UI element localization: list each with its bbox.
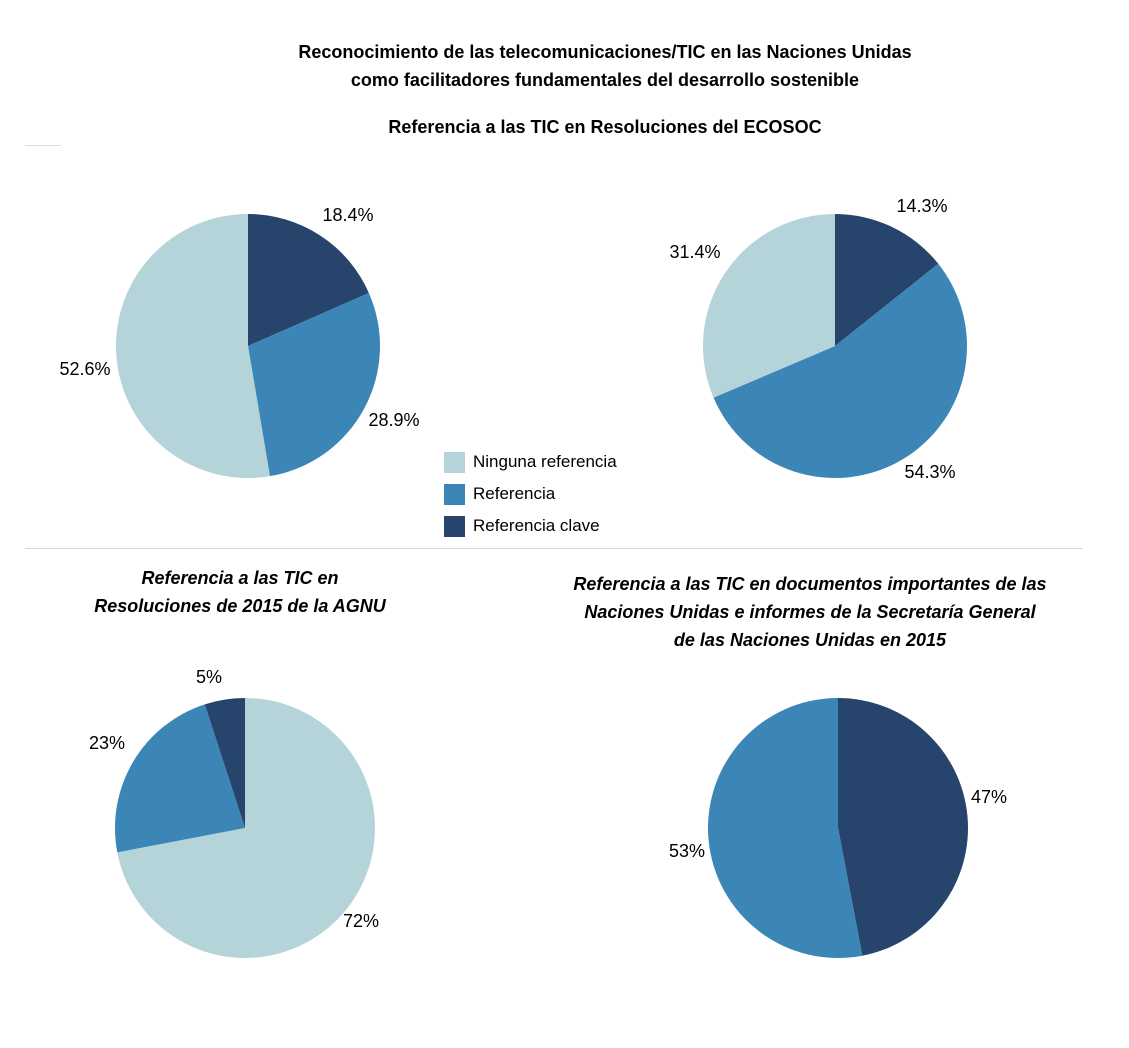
section-divider [25,548,1083,549]
pie-slice [703,214,835,398]
chart-subtitle: Referencia a las TIC en Resoluciones del… [388,117,822,137]
legend-swatch [444,515,465,537]
main-title: Reconocimiento de las telecomunicaciones… [0,38,1129,94]
slice-label: 47% [971,787,1007,807]
docs-title-line3: de las Naciones Unidas en 2015 [673,630,947,650]
pie-slice [713,263,968,479]
docs-title-line2: Naciones Unidas e informes de la Secreta… [584,602,1036,622]
legend-swatch [444,483,465,505]
pie-ecosoc-right: 14.3% 54.3% 31.4% [669,196,968,482]
slice-label: 14.3% [896,196,947,216]
slice-label: 53% [669,841,705,861]
slice-label: 28.9% [368,410,419,430]
slice-label: 18.4% [322,205,373,225]
legend-item: Ninguna referencia [444,446,617,478]
agnu-title-line1: Referencia a las TIC en [141,568,339,588]
pie-ecosoc-left: 18.4% 28.9% 52.6% [59,205,420,478]
legend-item: Referencia clave [444,510,617,542]
legend-item: Referencia [444,478,617,510]
pie-slice [707,698,863,958]
pie-agnu: 72% 23% 5% [89,667,379,958]
docs-chart-title: Referencia a las TIC en documentos impor… [540,570,1080,654]
legend: Ninguna referencia Referencia Referencia… [444,446,617,542]
small-rule [25,145,61,146]
pie-slice [116,214,270,478]
slice-label: 52.6% [59,359,110,379]
agnu-title-line2: Resoluciones de 2015 de la AGNU [94,596,386,616]
legend-label: Ninguna referencia [473,452,617,471]
slice-label: 5% [196,667,222,687]
pie-slice [115,704,246,853]
docs-title-line1: Referencia a las TIC en documentos impor… [573,574,1047,594]
slice-label: 31.4% [669,242,720,262]
pie-slice [838,698,968,956]
pie-slice [204,698,245,828]
slice-label: 54.3% [904,462,955,482]
agnu-chart-title: Referencia a las TIC en Resoluciones de … [40,564,440,620]
slice-label: 23% [89,733,125,753]
legend-label: Referencia clave [473,516,600,535]
pie-slice [248,292,380,477]
pie-slice [835,214,939,346]
pie-slice [248,214,369,346]
pie-un-documents: 47% 53% [669,698,1007,958]
legend-swatch [444,451,465,473]
slice-label: 72% [343,911,379,931]
main-title-line2: como facilitadores fundamentales del des… [350,70,860,90]
main-title-line1: Reconocimiento de las telecomunicaciones… [298,42,912,62]
pie-slice [117,698,376,958]
legend-label: Referencia [473,484,556,503]
